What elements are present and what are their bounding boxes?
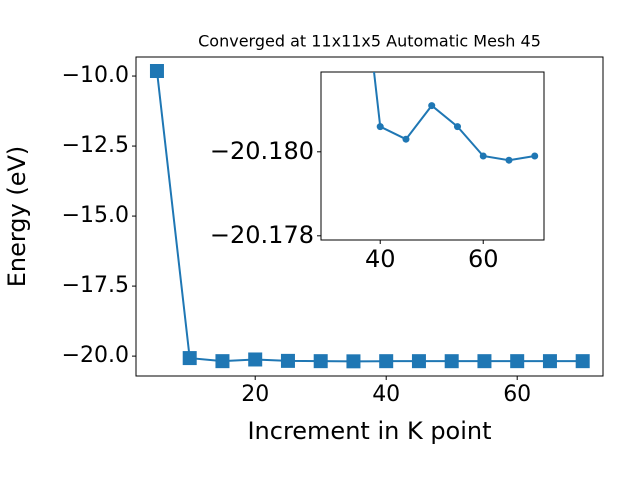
y-tick-label: −20.178 [210, 221, 314, 249]
marker [248, 352, 263, 367]
marker [280, 353, 295, 368]
marker [575, 354, 590, 369]
x-tick-label: 20 [241, 382, 269, 407]
x-tick-label: 40 [372, 382, 400, 407]
x-tick-label: 60 [503, 382, 531, 407]
y-tick-label: −20.0 [62, 343, 129, 368]
marker [313, 354, 328, 369]
y-tick-label: −15.0 [62, 203, 129, 228]
y-axis-label: Energy (eV) [3, 146, 31, 288]
y-tick-label: −10.0 [62, 63, 129, 88]
y-tick-label: −17.5 [62, 273, 129, 298]
series-group [373, 72, 539, 164]
marker [215, 354, 230, 369]
marker [149, 64, 164, 79]
marker [479, 152, 487, 160]
chart-title: Converged at 11x11x5 Automatic Mesh 45 [198, 32, 541, 51]
marker [531, 152, 539, 160]
marker [510, 354, 525, 369]
marker [376, 123, 384, 131]
marker [411, 354, 426, 369]
marker [428, 102, 436, 110]
marker [182, 351, 197, 366]
marker [505, 156, 513, 164]
y-tick-label: −12.5 [62, 133, 129, 158]
x-axis-label: Increment in K point [247, 417, 491, 445]
marker [402, 135, 410, 143]
y-tick-label: −20.180 [210, 137, 314, 165]
marker [542, 354, 557, 369]
marker [346, 354, 361, 369]
line [373, 72, 535, 162]
marker [453, 123, 461, 131]
series-group [149, 64, 590, 369]
marker [379, 354, 394, 369]
marker [477, 354, 492, 369]
x-tick-label: 60 [468, 245, 499, 273]
x-tick-label: 40 [365, 245, 396, 273]
marker [444, 354, 459, 369]
plot-area [320, 71, 545, 241]
